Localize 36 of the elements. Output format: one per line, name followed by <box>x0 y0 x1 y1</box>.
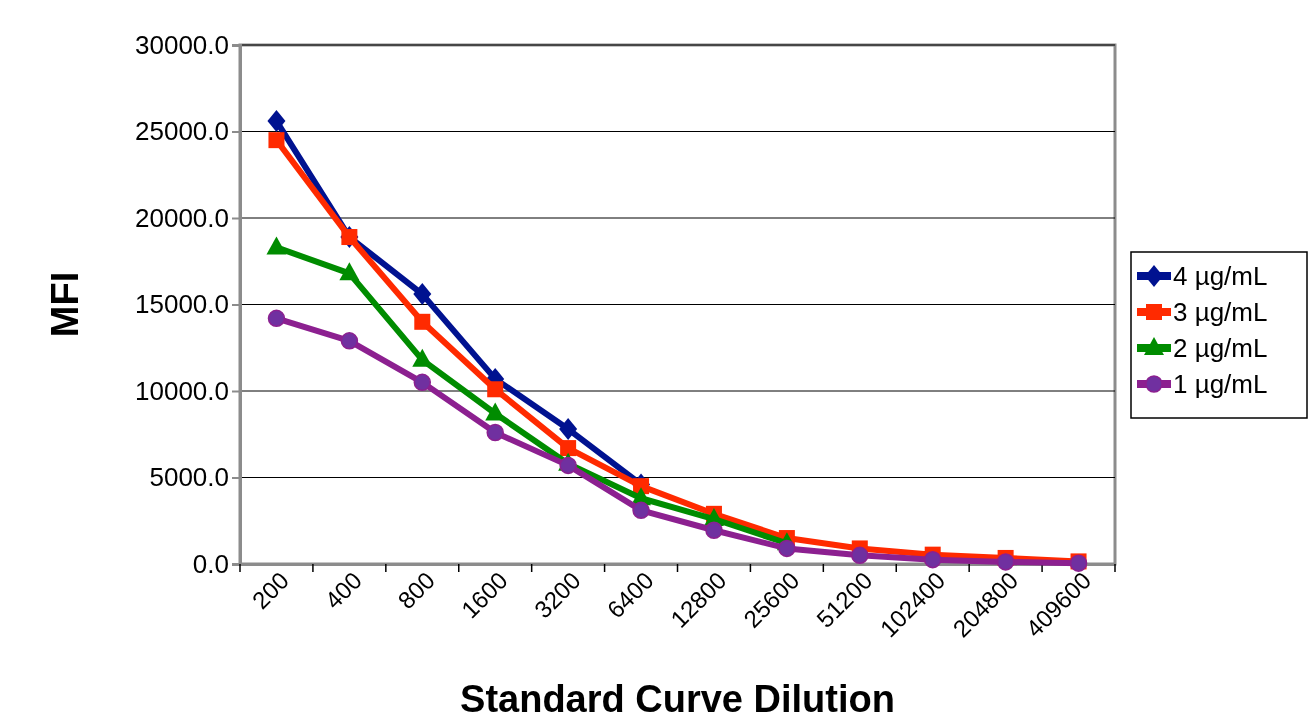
point <box>340 332 359 350</box>
point <box>267 110 286 133</box>
x-tick-label: 200 <box>246 566 295 614</box>
point <box>778 539 796 558</box>
point <box>923 550 942 569</box>
point <box>851 546 869 565</box>
point <box>267 309 286 328</box>
x-tick-label: 800 <box>392 566 440 614</box>
point <box>266 236 287 255</box>
point <box>632 501 650 520</box>
y-tick-label: 30000.0 <box>135 29 229 60</box>
point <box>486 423 504 442</box>
point <box>414 313 431 330</box>
point <box>339 262 360 281</box>
point <box>413 283 432 306</box>
x-axis-title: Standard Curve Dilution <box>460 678 895 720</box>
y-tick-label: 5000.0 <box>149 462 229 493</box>
legend-label: 4 µg/mL <box>1173 261 1268 291</box>
y-axis-title: MFI <box>44 271 86 338</box>
y-tick-label: 25000.0 <box>135 116 229 147</box>
point <box>705 521 723 540</box>
point <box>996 553 1015 571</box>
x-tick-label: 400 <box>319 566 367 614</box>
legend-label: 1 µg/mL <box>1173 369 1268 399</box>
point <box>559 418 578 441</box>
point <box>559 456 577 475</box>
y-tick-label: 20000.0 <box>135 202 229 233</box>
y-tick-label: 0.0 <box>192 548 229 579</box>
point <box>487 381 504 398</box>
y-tick-label: 15000.0 <box>135 289 229 320</box>
point <box>560 440 577 457</box>
point <box>413 373 432 392</box>
legend-label: 2 µg/mL <box>1173 333 1268 363</box>
point <box>268 132 285 149</box>
y-tick-label: 10000.0 <box>135 375 229 406</box>
legend-label: 3 µg/mL <box>1173 297 1268 327</box>
